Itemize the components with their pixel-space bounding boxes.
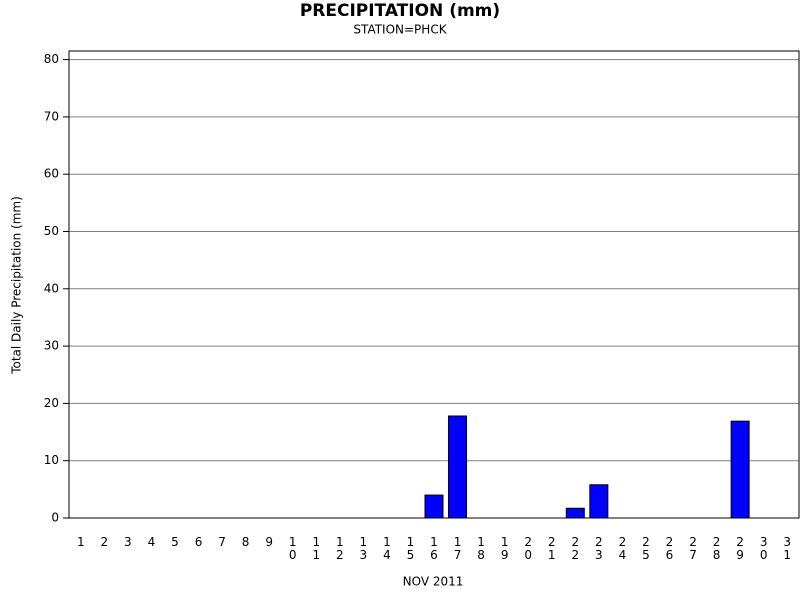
chart-subtitle: STATION=PHCK (353, 23, 447, 37)
x-tick-label: 6 (195, 535, 203, 549)
y-tick-label: 10 (44, 453, 59, 467)
x-tick-label: 5 (171, 535, 179, 549)
bar (448, 415, 468, 519)
x-tick-label: 9 (265, 535, 273, 549)
y-tick-label: 60 (44, 167, 59, 181)
x-tick-label: 3 (124, 535, 132, 549)
x-tick-label: 8 (242, 535, 250, 549)
x-tick-label: 7 (218, 535, 226, 549)
plot-frame (68, 50, 800, 519)
x-tick-label: 4 (148, 535, 156, 549)
chart-title: PRECIPITATION (mm) (300, 1, 500, 21)
x-tick-label: 2 (101, 535, 109, 549)
bar (589, 484, 609, 519)
bar (565, 507, 585, 519)
bar (424, 494, 444, 519)
y-tick-label: 40 (44, 281, 59, 295)
y-tick-label: 80 (44, 52, 59, 66)
y-tick-label: 20 (44, 396, 59, 410)
x-tick-label: 1 (77, 535, 85, 549)
bar (730, 420, 750, 519)
y-axis-label: Total Daily Precipitation (mm) (10, 196, 24, 375)
x-axis-label: NOV 2011 (403, 575, 464, 589)
y-tick-label: 50 (44, 224, 59, 238)
y-tick-label: 0 (51, 511, 59, 525)
y-tick-label: 30 (44, 339, 59, 353)
y-tick-label: 70 (44, 109, 59, 123)
